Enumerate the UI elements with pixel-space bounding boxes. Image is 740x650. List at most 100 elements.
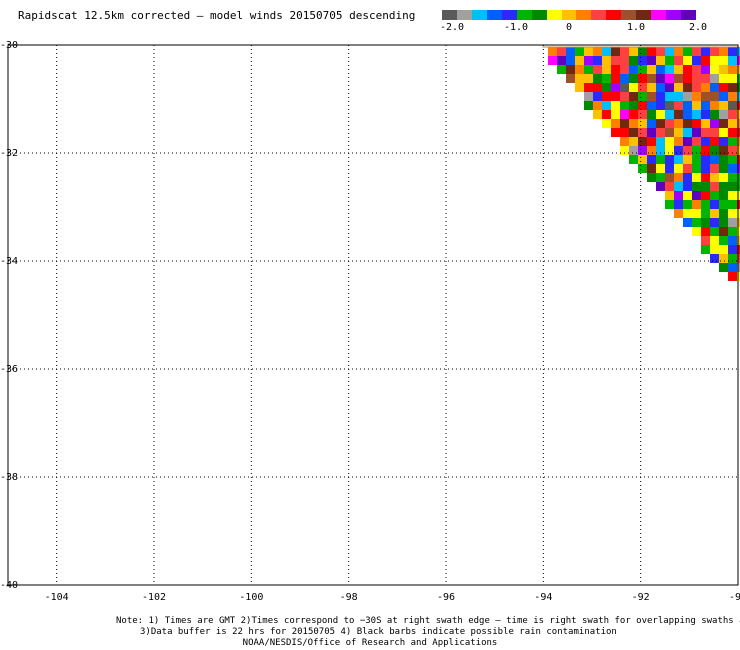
swath-cell [728, 209, 737, 218]
x-tick-label: -98 [340, 592, 358, 603]
swath-cell [692, 101, 701, 110]
swath-cell [620, 101, 629, 110]
swath-cell [701, 200, 710, 209]
swath-cell [665, 92, 674, 101]
credit-line: NOAA/NESDIS/Office of Research and Appli… [242, 638, 498, 648]
swath-cell [656, 164, 665, 173]
colorbar-swatch [591, 10, 607, 20]
swath-cell [638, 83, 647, 92]
swath-cell [638, 74, 647, 83]
swath-cell [674, 173, 683, 182]
swath-cell [620, 92, 629, 101]
swath-cell [656, 146, 665, 155]
swath-cell [674, 200, 683, 209]
swath-cell [692, 209, 701, 218]
swath-cell [611, 83, 620, 92]
swath-cell [728, 272, 737, 281]
swath-cell [692, 65, 701, 74]
swath-cell [701, 110, 710, 119]
swath-cell [710, 119, 719, 128]
swath-cell [719, 146, 728, 155]
x-tick-label: -104 [45, 592, 69, 603]
swath-cell [656, 137, 665, 146]
swath-cell [665, 182, 674, 191]
swath-cell [638, 56, 647, 65]
swath-cell [710, 200, 719, 209]
swath-cell [665, 83, 674, 92]
colorbar-swatch [666, 10, 681, 20]
y-tick-label: -32 [0, 148, 18, 159]
swath-cell [710, 65, 719, 74]
swath-cell [593, 74, 602, 83]
swath-cell [719, 200, 728, 209]
swath-cell [728, 74, 737, 83]
swath-cell [728, 56, 737, 65]
swath-cell [629, 137, 638, 146]
swath-cell [665, 173, 674, 182]
swath-cell [683, 164, 692, 173]
swath-cell [719, 209, 728, 218]
swath-cell [701, 128, 710, 137]
swath-cell [629, 47, 638, 56]
swath-cell [674, 209, 683, 218]
swath-cell [683, 137, 692, 146]
colorbar [442, 10, 696, 20]
swath-cell [566, 74, 575, 83]
swath-cell [728, 218, 737, 227]
swath-cell [593, 47, 602, 56]
y-tick-label: -34 [0, 256, 18, 267]
x-tick-label: -94 [534, 592, 552, 603]
y-tick-label: -38 [0, 472, 18, 483]
swath-cell [692, 155, 701, 164]
swath-cell [719, 101, 728, 110]
swath-cell [728, 200, 737, 209]
swath-cell [719, 119, 728, 128]
swath-cell [710, 74, 719, 83]
swath-cell [629, 74, 638, 83]
x-tick-label: -90 [729, 592, 740, 603]
swath-cell [629, 83, 638, 92]
swath-cell [692, 110, 701, 119]
swath-cell [728, 65, 737, 74]
swath-cell [728, 254, 737, 263]
map-title: Rapidscat 12.5km corrected — model winds… [18, 9, 416, 22]
swath-cell [674, 146, 683, 155]
swath-cell [638, 155, 647, 164]
swath-cell [584, 56, 593, 65]
swath-cell [647, 74, 656, 83]
swath-cell [701, 236, 710, 245]
swath-cell [593, 65, 602, 74]
swath-cell [710, 209, 719, 218]
swath-cell [692, 92, 701, 101]
swath-cell [674, 56, 683, 65]
swath-cell [701, 209, 710, 218]
swath-cell [656, 182, 665, 191]
swath-cell [566, 65, 575, 74]
swath-cell [728, 263, 737, 272]
swath-cell [629, 92, 638, 101]
swath-cell [620, 74, 629, 83]
swath-cell [719, 218, 728, 227]
swath-cell [674, 110, 683, 119]
swath-cell [710, 101, 719, 110]
swath-cell [629, 128, 638, 137]
swath-cell [665, 164, 674, 173]
swath-cell [728, 110, 737, 119]
x-tick-label: -102 [142, 592, 166, 603]
swath-cell [602, 119, 611, 128]
swath-cell [728, 119, 737, 128]
swath-cell [692, 83, 701, 92]
swath-cell [701, 47, 710, 56]
swath-cell [620, 119, 629, 128]
swath-cell [728, 146, 737, 155]
swath-cell [692, 128, 701, 137]
swath-cell [719, 164, 728, 173]
colorbar-swatch [471, 10, 487, 20]
y-tick-label: -36 [0, 364, 18, 375]
swath-cell [584, 65, 593, 74]
swath-cell [656, 101, 665, 110]
swath-cell [665, 65, 674, 74]
swath-cell [602, 110, 611, 119]
swath-cell [665, 191, 674, 200]
swath-cell [728, 92, 737, 101]
